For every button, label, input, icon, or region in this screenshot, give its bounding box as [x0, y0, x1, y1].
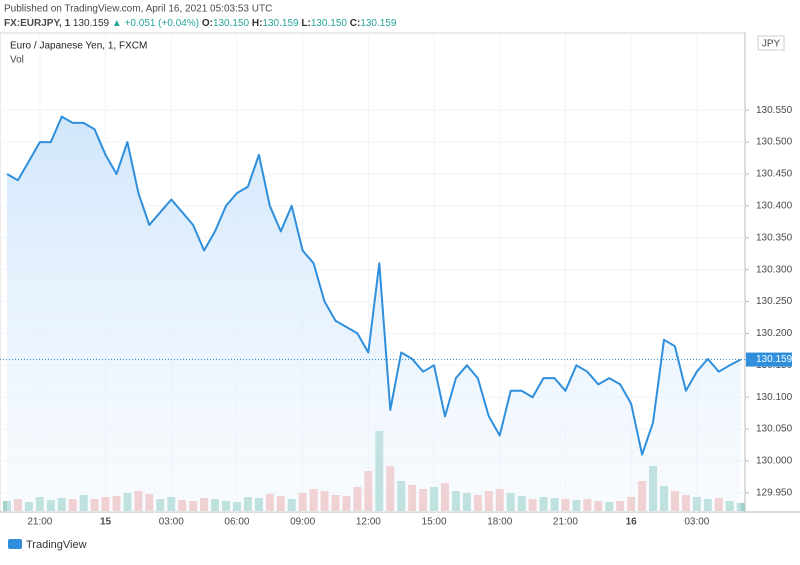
- y-tick-label: 130.500: [756, 137, 793, 148]
- chart-title: Euro / Japanese Yen, 1, FXCM: [10, 41, 147, 52]
- y-tick-label: 130.400: [756, 200, 793, 211]
- ohlc-value: 130.159: [360, 18, 397, 29]
- last-price-tag: [746, 352, 792, 367]
- x-tick-label: 03:00: [684, 517, 709, 528]
- y-tick-label: 130.250: [756, 296, 793, 307]
- ohlc-value: 130.150: [213, 18, 250, 29]
- x-tick-label: 06:00: [224, 517, 249, 528]
- x-tick-label: 09:00: [290, 517, 315, 528]
- x-tick-label: 15: [100, 517, 112, 528]
- y-tick-label: 130.450: [756, 169, 793, 180]
- volume-bar: [736, 503, 745, 511]
- published-note: Published on TradingView.com, April 16, …: [4, 4, 272, 15]
- y-tick-label: 129.950: [756, 488, 793, 499]
- change-arrow: ▲: [109, 18, 122, 29]
- y-tick-label: 130.300: [756, 264, 793, 275]
- y-tick-label: 130.050: [756, 424, 793, 435]
- ohlc-key: O:: [199, 18, 213, 29]
- currency-box: [757, 35, 785, 51]
- currency: JPY: [762, 39, 781, 50]
- ohlc-value: 130.159: [262, 18, 299, 29]
- x-tick-label: 15:00: [422, 517, 447, 528]
- price-line: [6, 115, 742, 456]
- symbol-line: FX:EURJPY, 1 130.159 ▲ +0.051 (+0.04%) O…: [4, 18, 397, 29]
- y-tick-label: 130.000: [756, 456, 793, 467]
- y-tick-label: 130.200: [756, 328, 793, 339]
- ohlc-key: H:: [249, 18, 262, 29]
- logo: [8, 539, 22, 549]
- change: +0.051 (+0.04%): [122, 18, 199, 29]
- symbol: FX:EURJPY, 1: [4, 18, 71, 29]
- last-price: 130.159: [70, 18, 109, 29]
- y-tick-label: 130.100: [756, 392, 793, 403]
- x-tick-label: 21:00: [553, 517, 578, 528]
- ohlc-key: C:: [347, 18, 360, 29]
- ohlc-value: 130.150: [311, 18, 348, 29]
- x-tick-label: 21:00: [27, 517, 52, 528]
- last-price-label: 130.159: [756, 354, 793, 365]
- x-tick-label: 03:00: [159, 517, 184, 528]
- volume-label: Vol: [10, 55, 24, 66]
- brand: TradingView: [26, 539, 87, 551]
- y-tick-label: 130.350: [756, 232, 793, 243]
- x-tick-label: 18:00: [487, 517, 512, 528]
- y-tick-label: 130.550: [756, 105, 793, 116]
- ohlc-key: L:: [299, 18, 311, 29]
- x-tick-label: 16: [626, 517, 638, 528]
- x-tick-label: 12:00: [356, 517, 381, 528]
